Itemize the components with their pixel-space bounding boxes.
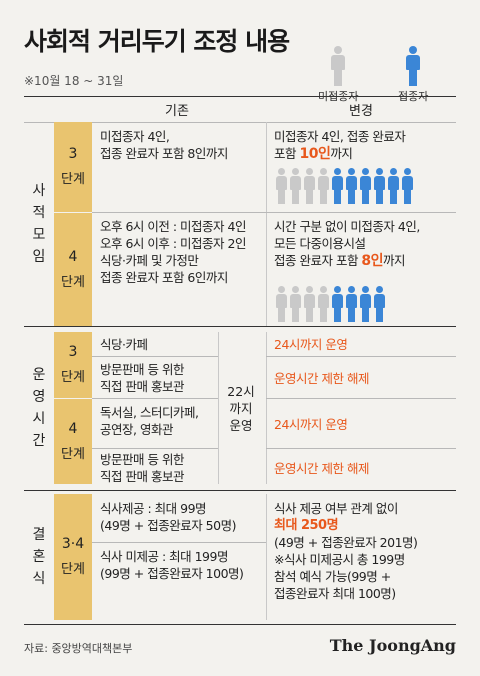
- divider: [266, 494, 267, 620]
- period-note: ※10월 18 ~ 31일: [24, 74, 124, 88]
- hours-step4-row1: 독서실, 스터디카페, 공연장, 영화관: [100, 405, 199, 437]
- vaccinated-person-icon: [346, 168, 357, 204]
- divider: [218, 332, 219, 484]
- unvaccinated-person-icon: [304, 286, 315, 322]
- page-title: 사회적 거리두기 조정 내용: [24, 27, 290, 56]
- gathering-step3-after: 미접종자 4인, 접종 완료자 포함 10인까지: [274, 129, 406, 162]
- hours-step4-row2: 방문판매 등 위한 직접 판매 홍보관: [100, 452, 184, 484]
- divider: [24, 326, 456, 327]
- divider: [266, 356, 456, 357]
- unvaccinated-person-icon: [290, 286, 301, 322]
- divider: [24, 122, 456, 123]
- divider: [24, 96, 456, 97]
- step-34-badge: 3·4 단계: [54, 494, 92, 620]
- hours-step3-after2: 운영시간 제한 해제: [274, 371, 369, 386]
- hours-step3-row2: 방문판매 등 위한 직접 판매 홍보관: [100, 362, 184, 394]
- hours-step4-after1: 24시까지 운영: [274, 417, 348, 432]
- divider: [92, 356, 218, 357]
- header-after: 변경: [349, 104, 373, 119]
- person-icon: [406, 46, 421, 86]
- divider: [92, 542, 266, 543]
- gathering-step4-before: 오후 6시 이전 : 미접종자 4인 오후 6시 이후 : 미접종자 2인 식당·카…: [100, 219, 247, 285]
- vaccinated-person-icon: [332, 286, 343, 322]
- step-3-badge: 3 단계: [54, 122, 92, 212]
- hours-step4-after2: 운영시간 제한 해제: [274, 461, 369, 476]
- hours-step3-after1: 24시까지 운영: [274, 337, 348, 352]
- hours-step3-row1: 식당·카페: [100, 337, 148, 352]
- unvaccinated-person-icon: [290, 168, 301, 204]
- divider: [92, 448, 218, 449]
- gathering-step4-after: 시간 구분 없이 미접종자 4인, 모든 다중이용시설 접종 완료자 포함 8인까…: [274, 219, 420, 269]
- wedding-before-no-meal: 식사 미제공 : 최대 199명 (99명 + 접종완료자 100명): [100, 549, 244, 581]
- source-credit: 자료: 중앙방역대책본부: [24, 642, 133, 655]
- step-4-badge: 4 단계: [54, 213, 92, 326]
- people-icons-step3: [276, 168, 413, 204]
- gathering-step3-before: 미접종자 4인, 접종 완료자 포함 8인까지: [100, 129, 228, 161]
- step-3-badge: 3 단계: [54, 332, 92, 398]
- divider: [266, 398, 456, 399]
- unvaccinated-person-icon: [318, 286, 329, 322]
- vaccinated-person-icon: [360, 168, 371, 204]
- wedding-before-meal: 식사제공 : 최대 99명 (49명 + 접종완료자 50명): [100, 501, 236, 533]
- divider: [92, 212, 456, 213]
- unvaccinated-person-icon: [304, 168, 315, 204]
- divider: [92, 398, 218, 399]
- vaccinated-person-icon: [388, 168, 399, 204]
- divider: [24, 624, 456, 625]
- header-before: 기존: [165, 104, 189, 119]
- divider: [266, 332, 267, 484]
- vaccinated-person-icon: [374, 168, 385, 204]
- unvaccinated-person-icon: [276, 168, 287, 204]
- person-icon: [331, 46, 346, 86]
- vaccinated-person-icon: [346, 286, 357, 322]
- publisher-logo: The JoongAng: [329, 636, 456, 655]
- unvaccinated-person-icon: [318, 168, 329, 204]
- vaccinated-person-icon: [360, 286, 371, 322]
- wedding-after: 식사 제공 여부 관계 없이 최대 250명 (49명 + 접종완료자 201명…: [274, 501, 418, 601]
- divider: [266, 448, 456, 449]
- vaccinated-person-icon: [374, 286, 385, 322]
- divider: [266, 122, 267, 326]
- step-4-badge: 4 단계: [54, 399, 92, 484]
- divider: [24, 490, 456, 491]
- vaccinated-person-icon: [332, 168, 343, 204]
- vaccinated-person-icon: [402, 168, 413, 204]
- hours-previous-limit: 22시 까지 운영: [227, 383, 255, 433]
- unvaccinated-person-icon: [276, 286, 287, 322]
- people-icons-step4: [276, 286, 385, 322]
